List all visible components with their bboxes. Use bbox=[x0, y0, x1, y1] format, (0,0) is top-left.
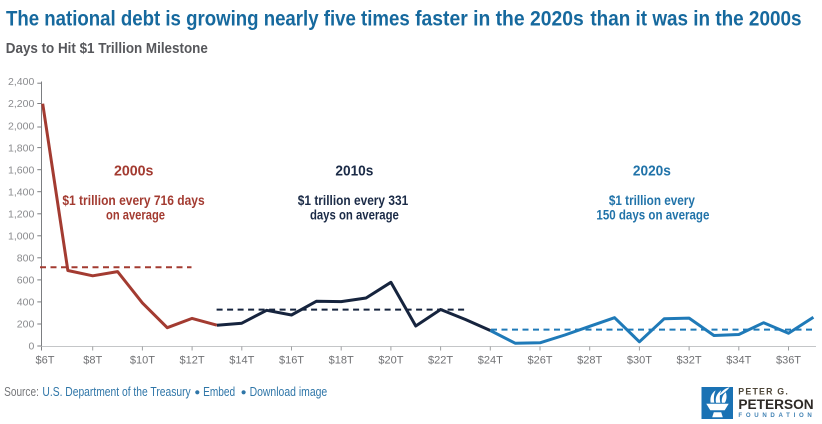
svg-text:1,200: 1,200 bbox=[8, 209, 34, 221]
svg-text:$8T: $8T bbox=[83, 355, 102, 367]
svg-text:800: 800 bbox=[17, 253, 35, 265]
svg-text:400: 400 bbox=[17, 297, 35, 309]
svg-text:than it was in the 2000s: than it was in the 2000s bbox=[590, 6, 801, 31]
svg-text:$1 trillion every 331: $1 trillion every 331 bbox=[298, 192, 409, 208]
svg-text:2,000: 2,000 bbox=[8, 120, 34, 132]
svg-text:$22T: $22T bbox=[428, 355, 453, 367]
svg-text:2010s: 2010s bbox=[335, 163, 373, 179]
svg-text:U.S. Department of the Treasur: U.S. Department of the Treasury bbox=[42, 385, 191, 399]
svg-text:$34T: $34T bbox=[726, 355, 751, 367]
svg-text:2,200: 2,200 bbox=[8, 98, 34, 110]
svg-text:200: 200 bbox=[17, 319, 35, 331]
svg-text:1,600: 1,600 bbox=[8, 164, 34, 176]
svg-text:Days to Hit $1 Trillion Milest: Days to Hit $1 Trillion Milestone bbox=[6, 41, 208, 57]
svg-text:$16T: $16T bbox=[279, 355, 304, 367]
svg-text:$36T: $36T bbox=[776, 355, 801, 367]
svg-text:Source:: Source: bbox=[4, 385, 39, 399]
svg-text:faster in the 2020s: faster in the 2020s bbox=[415, 6, 584, 31]
svg-text:$10T: $10T bbox=[130, 355, 155, 367]
svg-text:$30T: $30T bbox=[627, 355, 652, 367]
svg-text:Download image: Download image bbox=[250, 385, 328, 399]
svg-text:1,800: 1,800 bbox=[8, 142, 34, 154]
svg-text:$14T: $14T bbox=[229, 355, 254, 367]
svg-text:150 days on average: 150 days on average bbox=[596, 206, 709, 222]
svg-text:1,000: 1,000 bbox=[8, 231, 34, 243]
svg-text:$32T: $32T bbox=[677, 355, 702, 367]
svg-text:days on average: days on average bbox=[310, 206, 399, 222]
svg-text:1,400: 1,400 bbox=[8, 186, 34, 198]
svg-text:2020s: 2020s bbox=[633, 163, 671, 179]
svg-text:2,400: 2,400 bbox=[8, 76, 34, 88]
svg-text:$20T: $20T bbox=[378, 355, 403, 367]
svg-text:$1 trillion every: $1 trillion every bbox=[609, 192, 695, 208]
svg-text:$6T: $6T bbox=[36, 355, 55, 367]
svg-text:The national debt is growing n: The national debt is growing nearly five… bbox=[6, 6, 410, 31]
svg-text:$18T: $18T bbox=[329, 355, 354, 367]
svg-text:Embed: Embed bbox=[203, 385, 235, 399]
svg-text:600: 600 bbox=[17, 275, 35, 287]
svg-text:$1 trillion every 716 days: $1 trillion every 716 days bbox=[62, 192, 204, 208]
svg-text:2000s: 2000s bbox=[114, 163, 154, 179]
svg-text:PETER G.: PETER G. bbox=[738, 387, 789, 397]
svg-text:$24T: $24T bbox=[478, 355, 503, 367]
svg-text:PETERSON: PETERSON bbox=[738, 396, 813, 412]
svg-text:$12T: $12T bbox=[180, 355, 205, 367]
svg-text:FOUNDATION: FOUNDATION bbox=[738, 412, 813, 419]
svg-text:0: 0 bbox=[28, 341, 34, 353]
svg-text:$28T: $28T bbox=[577, 355, 602, 367]
svg-text:on average: on average bbox=[106, 206, 165, 222]
svg-text:$26T: $26T bbox=[527, 355, 552, 367]
